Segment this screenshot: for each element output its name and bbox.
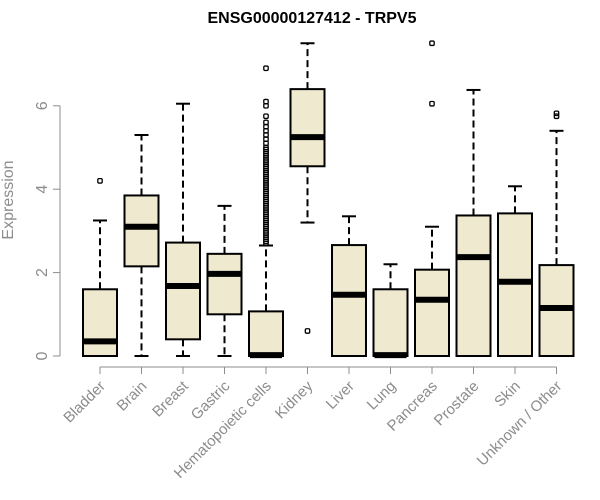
- plot-area: [82, 40, 575, 359]
- x-tick-label: Liver: [323, 378, 358, 413]
- box-body: [414, 268, 450, 357]
- x-tick-label: Skin: [491, 378, 524, 411]
- box-body: [331, 244, 367, 357]
- y-tick-label: 6: [34, 101, 51, 110]
- box-breast: [165, 102, 201, 357]
- x-tick-label: Breast: [149, 377, 192, 420]
- box-body: [248, 310, 284, 358]
- outlier-point: [304, 328, 311, 334]
- outlier-point: [263, 98, 269, 105]
- y-tick-label: 2: [34, 268, 51, 277]
- box-body: [372, 288, 409, 357]
- box-body: [123, 194, 160, 268]
- outlier-point: [429, 100, 435, 107]
- outlier-point: [553, 113, 560, 120]
- box-kidney: [289, 42, 326, 334]
- box-bladder: [82, 178, 118, 357]
- outlier-point: [429, 40, 435, 47]
- y-tick-label: 0: [34, 351, 51, 360]
- box-body: [455, 214, 492, 357]
- outlier-point: [97, 178, 103, 184]
- outlier-point: [263, 119, 269, 126]
- box-body: [289, 88, 326, 168]
- box-lung: [372, 263, 409, 359]
- x-tick-label: Lung: [364, 378, 400, 414]
- box-pancreas: [414, 40, 450, 357]
- outlier-point: [553, 110, 560, 117]
- box-brain: [123, 133, 160, 357]
- y-axis: 0 2 4 6: [34, 101, 61, 360]
- box-body: [82, 288, 118, 357]
- box-prostate: [455, 88, 492, 357]
- y-tick-label: 4: [34, 185, 51, 194]
- box-body: [206, 252, 243, 316]
- box-hematopoietic-cells: [248, 65, 284, 359]
- y-axis-label: Expression: [0, 160, 17, 239]
- box-gastric: [206, 204, 243, 357]
- outlier-point: [263, 65, 269, 72]
- box-liver: [331, 215, 367, 357]
- x-tick-label: Bladder: [60, 378, 109, 427]
- x-tick-label: Prostate: [431, 378, 483, 430]
- x-tick-label: Brain: [114, 378, 151, 415]
- outlier-point: [263, 113, 269, 120]
- x-tick-label: Kidney: [272, 377, 317, 422]
- box-skin: [497, 185, 533, 357]
- box-unknown-other: [538, 110, 575, 357]
- chart-title: ENSG00000127412 - TRPV5: [207, 10, 416, 27]
- box-body: [165, 241, 201, 341]
